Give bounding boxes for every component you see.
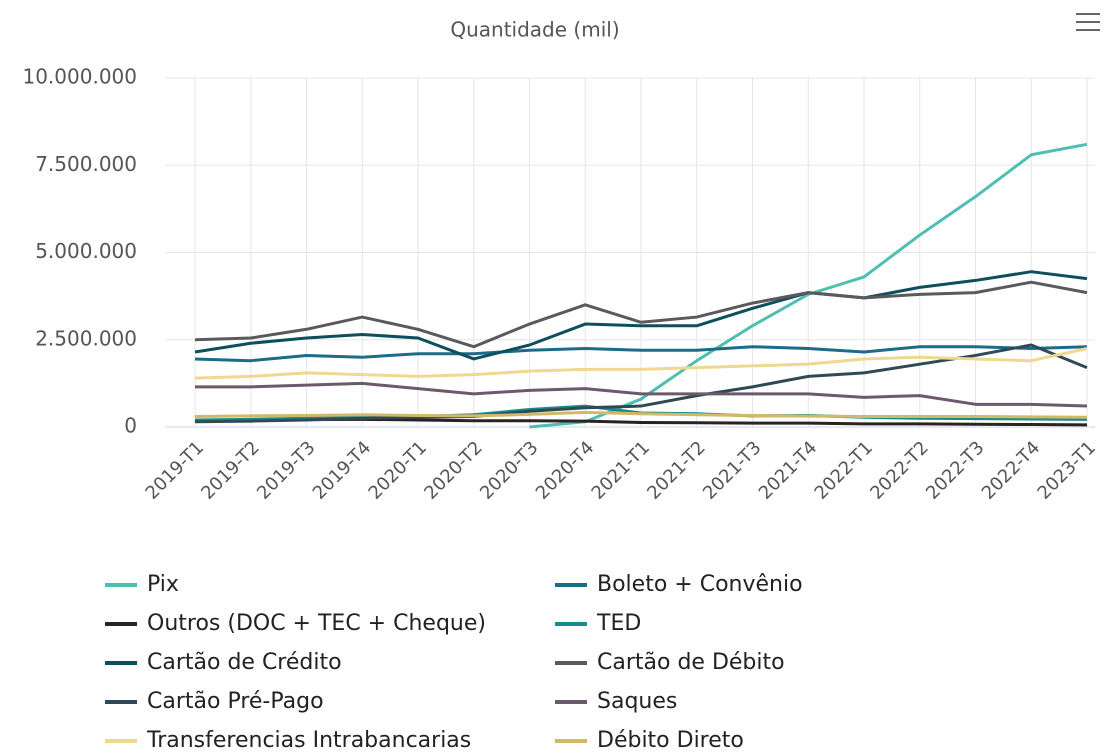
x-tick-label: 2022-T3 (922, 437, 989, 504)
x-tick-label: 2022-T2 (866, 437, 933, 504)
series-line (194, 280, 1088, 349)
legend-label: TED (596, 611, 641, 636)
series-line (194, 347, 1088, 380)
chart-title: Quantidade (mil) (450, 18, 619, 42)
legend-label: Outros (DOC + TEC + Cheque) (147, 611, 486, 636)
y-tick-label: 0 (124, 414, 137, 438)
series-line (195, 381, 1088, 408)
x-tick-label: 2019-T3 (253, 437, 320, 504)
x-tick-label: 2021-T2 (643, 437, 710, 504)
x-tick-label: 2020-T3 (476, 437, 543, 504)
x-tick-label: 2023-T1 (1034, 437, 1101, 504)
x-tick-label: 2019-T4 (309, 437, 376, 504)
x-tick-label: 2020-T1 (365, 437, 432, 504)
x-tick-label: 2021-T3 (699, 437, 766, 504)
legend-label: Cartão Pré-Pago (147, 689, 324, 714)
x-tick-label: 2020-T4 (532, 437, 599, 504)
series-line (194, 270, 1088, 361)
x-tick-label: 2020-T2 (420, 437, 487, 504)
legend-label: Transferencias Intrabancarias (146, 728, 471, 751)
y-tick-label: 7.500.000 (35, 152, 137, 176)
y-tick-label: 5.000.000 (35, 239, 137, 263)
y-tick-label: 2.500.000 (35, 326, 137, 350)
series-line (194, 410, 1088, 419)
legend-label: Cartão de Crédito (147, 650, 342, 675)
menu-button[interactable] (1076, 13, 1100, 31)
x-tick-label: 2022-T4 (978, 437, 1045, 504)
legend-label: Débito Direto (597, 728, 744, 751)
x-tick-label: 2019-T1 (142, 437, 209, 504)
legend-label: Cartão de Débito (597, 650, 785, 675)
y-tick-label: 10.000.000 (22, 65, 137, 89)
x-tick-label: 2021-T4 (755, 437, 822, 504)
x-tick-label: 2022-T1 (811, 437, 878, 504)
series-line (194, 345, 1088, 363)
legend-label: Pix (147, 572, 179, 597)
x-tick-label: 2021-T1 (588, 437, 655, 504)
x-tick-label: 2019-T2 (197, 437, 264, 504)
legend-label: Boleto + Convênio (597, 572, 803, 597)
series-line (194, 343, 1088, 424)
legend-label: Saques (597, 689, 677, 714)
